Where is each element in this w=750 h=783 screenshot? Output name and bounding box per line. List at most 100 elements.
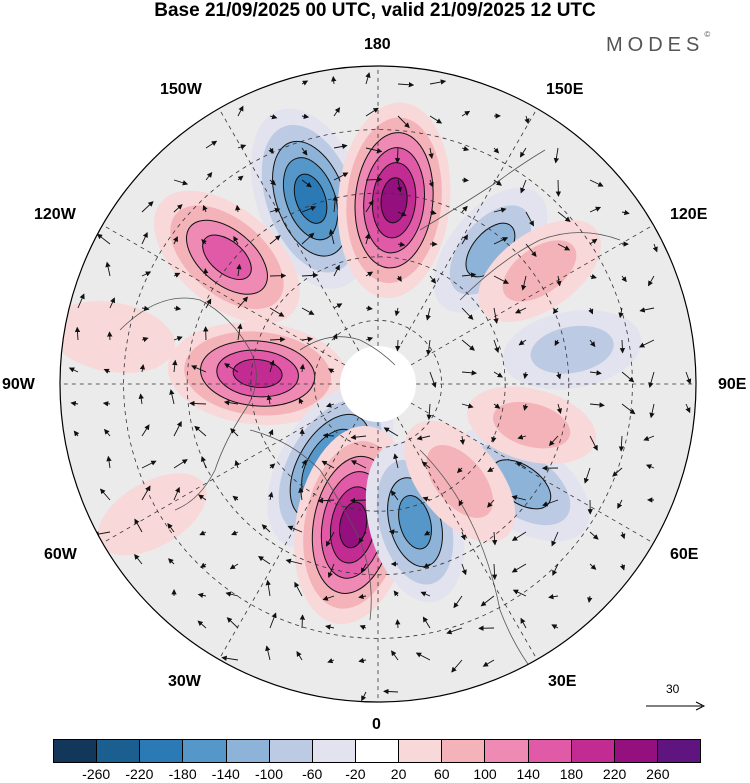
wind-arrow-icon [333, 143, 348, 150]
wind-arrow-icon [525, 211, 534, 227]
meridian-line [102, 224, 346, 366]
colorbar-tick-label: 220 [602, 766, 627, 782]
wind-arrow-icon [173, 305, 182, 311]
wind-arrow-icon [299, 363, 306, 373]
anomaly-contour [60, 301, 176, 374]
wind-arrow-icon [332, 195, 338, 213]
wind-arrow-icon [134, 554, 143, 565]
meridian-line [102, 402, 346, 544]
wind-arrow-icon [391, 650, 399, 661]
wind-arrow-icon [383, 427, 399, 437]
wind-arrow-icon [269, 114, 278, 120]
lon-label-150e: 150E [546, 81, 584, 98]
colorbar-swatch [140, 740, 184, 762]
reference-vector-label: 30 [666, 682, 680, 696]
colorbar-tick-label: 60 [434, 766, 450, 782]
wind-arrow-icon [358, 593, 367, 600]
wind-arrow-icon [365, 336, 374, 342]
lon-label-60e: 60E [670, 546, 699, 563]
wind-arrow-icon [229, 563, 239, 570]
wind-arrow-icon [331, 75, 337, 85]
wind-arrow-icon [556, 371, 562, 380]
wind-arrow-icon [173, 179, 189, 186]
wind-arrow-icon [620, 531, 626, 540]
wind-arrow-icon [487, 466, 495, 472]
wind-arrow-icon [109, 297, 116, 309]
wind-arrow-icon [202, 204, 208, 213]
meridian-line [410, 224, 654, 366]
wind-arrow-icon [141, 485, 151, 501]
meridian-line [396, 108, 538, 352]
wind-arrow-icon [205, 172, 213, 181]
wind-arrow-icon [515, 461, 527, 469]
wind-arrow-icon [583, 467, 591, 484]
wind-arrow-icon [325, 402, 335, 408]
wind-arrow-icon [648, 275, 655, 287]
wind-arrow-icon [589, 531, 599, 540]
wind-arrow-icon [233, 235, 239, 245]
wind-arrow-icon [685, 403, 691, 414]
wind-arrow-icon [429, 371, 437, 388]
wind-arrow-icon [639, 339, 655, 348]
wind-arrow-icon [358, 657, 367, 664]
wind-arrow-icon [294, 581, 303, 597]
wind-arrow-icon [589, 273, 597, 280]
wind-arrow-icon [173, 486, 180, 501]
wind-arrow-icon [648, 371, 655, 388]
wind-arrow-icon [269, 179, 277, 186]
wind-arrow-icon [461, 205, 468, 213]
colorbar-tick-label: -260 [82, 766, 111, 782]
wind-arrow-icon [491, 435, 497, 443]
wind-arrow-icon [333, 264, 340, 277]
lon-label-30w: 30W [168, 673, 201, 690]
lon-label-120w: 120W [34, 206, 76, 223]
wind-arrow-icon [168, 558, 175, 565]
wind-arrow-icon [515, 307, 527, 314]
wind-arrow-icon [173, 204, 183, 213]
copyright-mark: © [704, 30, 711, 40]
wind-arrow-icon [522, 403, 529, 411]
wind-arrow-icon [301, 205, 317, 213]
wind-arrow-icon [429, 275, 437, 284]
graticule [60, 66, 696, 702]
wind-arrow-icon [428, 147, 434, 159]
wind-arrow-icon [203, 267, 209, 277]
wind-arrow-icon [511, 563, 527, 573]
wind-arrow-icon [138, 393, 144, 405]
wind-arrow-icon [493, 207, 507, 213]
wind-arrow-icon [493, 179, 502, 186]
wind-arrow-icon [268, 429, 274, 437]
wind-arrow-icon [621, 209, 630, 216]
wind-arrow-icon [589, 179, 604, 187]
colorbar-swatch [312, 740, 356, 762]
wind-arrow-icon [359, 624, 367, 630]
anomaly-contour [293, 173, 328, 224]
coastlines [119, 149, 621, 681]
brand-name: MODES [606, 34, 705, 56]
wind-arrow-icon [235, 204, 241, 213]
wind-arrow-icon [173, 421, 182, 437]
wind-arrow-icon [551, 531, 559, 547]
wind-arrow-icon [461, 110, 471, 117]
wind-arrow-icon [296, 650, 303, 661]
wind-arrow-icon [493, 147, 500, 154]
wind-arrow-icon [428, 179, 434, 188]
wind-arrow-icon [383, 688, 399, 695]
wind-arrow-icon [396, 179, 403, 193]
wind-arrow-icon [394, 307, 400, 317]
colorbar-tick-label: 20 [390, 766, 407, 782]
wind-arrow-icon [105, 261, 111, 277]
wind-arrow-icon [618, 435, 625, 452]
wind-arrow-icon [512, 589, 527, 597]
wind-arrow-icon [556, 275, 562, 287]
wind-arrow-icon [173, 272, 181, 278]
wind-arrow-icon [225, 591, 239, 597]
wind-arrow-icon [301, 459, 307, 469]
wind-arrow-icon [522, 371, 529, 380]
wind-arrow-icon [460, 531, 466, 541]
wind-arrow-icon [205, 298, 212, 309]
wind-arrow-icon [234, 460, 240, 469]
wind-arrow-icon [317, 498, 335, 504]
wind-arrow-icon [649, 403, 655, 419]
wind-arrow-icon [141, 305, 150, 312]
